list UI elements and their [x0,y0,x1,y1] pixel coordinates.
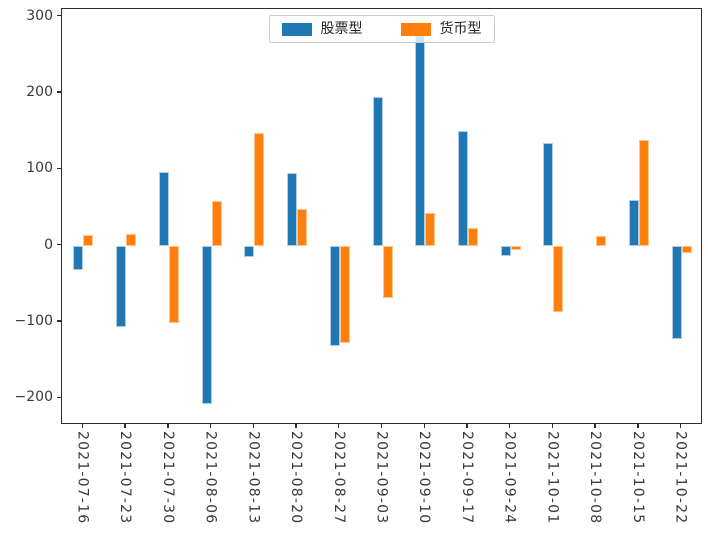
x-tick-label: 2021-08-27 [330,431,347,525]
bar-货币型-2021-09-24 [510,245,521,251]
x-tick-label: 2021-08-20 [288,431,305,525]
bar-股票型-2021-08-13 [244,245,255,258]
x-tick-mark [380,424,383,428]
plot-area: 股票型 货币型 [61,8,702,424]
bar-股票型-2021-08-06 [201,245,212,404]
x-tick-label: 2021-07-23 [117,431,134,525]
bar-货币型-2021-09-17 [467,228,478,246]
x-tick-label: 2021-10-15 [629,431,646,525]
bar-货币型-2021-08-27 [339,245,350,344]
y-tick-mark [57,243,61,246]
x-tick-mark [637,424,639,428]
bar-货币型-2021-07-30 [168,245,179,323]
legend-item-stock: 股票型 [281,21,363,37]
y-tick-label: −200 [14,389,53,406]
bar-货币型-2021-08-06 [211,201,222,246]
x-tick-mark [295,424,297,428]
x-tick-mark [209,424,212,428]
bar-股票型-2021-08-27 [329,245,340,346]
x-tick-mark [423,424,425,428]
y-tick-label: 300 [26,7,53,24]
bar-股票型-2021-09-17 [457,131,468,246]
bar-货币型-2021-08-20 [297,208,308,246]
bar-股票型-2021-10-22 [671,245,682,339]
x-tick-label: 2021-10-01 [544,431,561,525]
x-tick-mark [509,424,511,428]
bar-货币型-2021-07-16 [83,234,94,246]
y-tick-label: 0 [44,236,53,253]
x-tick-mark [124,424,126,428]
x-tick-mark [252,424,254,428]
bars-layer [62,9,701,423]
x-tick-label: 2021-10-22 [672,431,689,525]
bar-股票型-2021-09-24 [500,245,511,256]
x-tick-mark [551,424,554,428]
bar-股票型-2021-07-23 [116,245,127,327]
bar-股票型-2021-09-10 [415,34,426,246]
bar-货币型-2021-09-10 [425,212,436,246]
bar-货币型-2021-09-03 [382,245,393,299]
x-tick-mark [466,424,468,428]
x-tick-label: 2021-08-06 [202,431,219,525]
bar-股票型-2021-09-03 [372,96,383,246]
y-tick-label: −100 [14,312,53,329]
legend-swatch-money-icon [400,22,431,36]
legend-label-stock: 股票型 [320,21,363,37]
x-tick-label: 2021-10-08 [587,431,604,525]
x-tick-label: 2021-08-13 [245,431,262,525]
x-tick-mark [594,424,596,428]
x-tick-mark [679,424,682,428]
y-tick-mark [57,167,61,169]
bar-货币型-2021-07-23 [126,234,137,246]
x-tick-mark [338,424,340,428]
bar-股票型-2021-08-20 [287,173,298,246]
bar-货币型-2021-10-01 [553,245,564,313]
y-tick-mark [57,14,61,17]
bar-股票型-2021-07-30 [158,171,169,246]
x-tick-label: 2021-07-16 [74,431,91,525]
x-tick-label: 2021-09-24 [501,431,518,525]
bar-货币型-2021-10-08 [596,235,607,246]
bar-股票型-2021-10-15 [628,199,639,246]
x-tick-label: 2021-09-10 [416,431,433,525]
bar-货币型-2021-10-15 [638,139,649,246]
x-tick-label: 2021-09-03 [373,431,390,525]
bar-货币型-2021-08-13 [254,132,265,246]
y-tick-mark [57,91,61,93]
y-tick-mark [57,396,61,398]
y-tick-label: 200 [26,83,53,100]
legend-label-money: 货币型 [439,21,482,37]
x-tick-label: 2021-07-30 [159,431,176,525]
y-tick-label: 100 [26,160,53,177]
legend-item-money: 货币型 [400,21,482,37]
y-tick-mark [57,320,61,322]
x-tick-mark [167,424,169,428]
x-tick-mark [81,424,84,428]
x-tick-label: 2021-09-17 [458,431,475,525]
legend-swatch-stock-icon [281,22,312,36]
bar-货币型-2021-10-22 [681,245,692,254]
legend: 股票型 货币型 [268,15,495,43]
bar-股票型-2021-10-01 [543,142,554,246]
bar-股票型-2021-07-16 [73,245,84,271]
